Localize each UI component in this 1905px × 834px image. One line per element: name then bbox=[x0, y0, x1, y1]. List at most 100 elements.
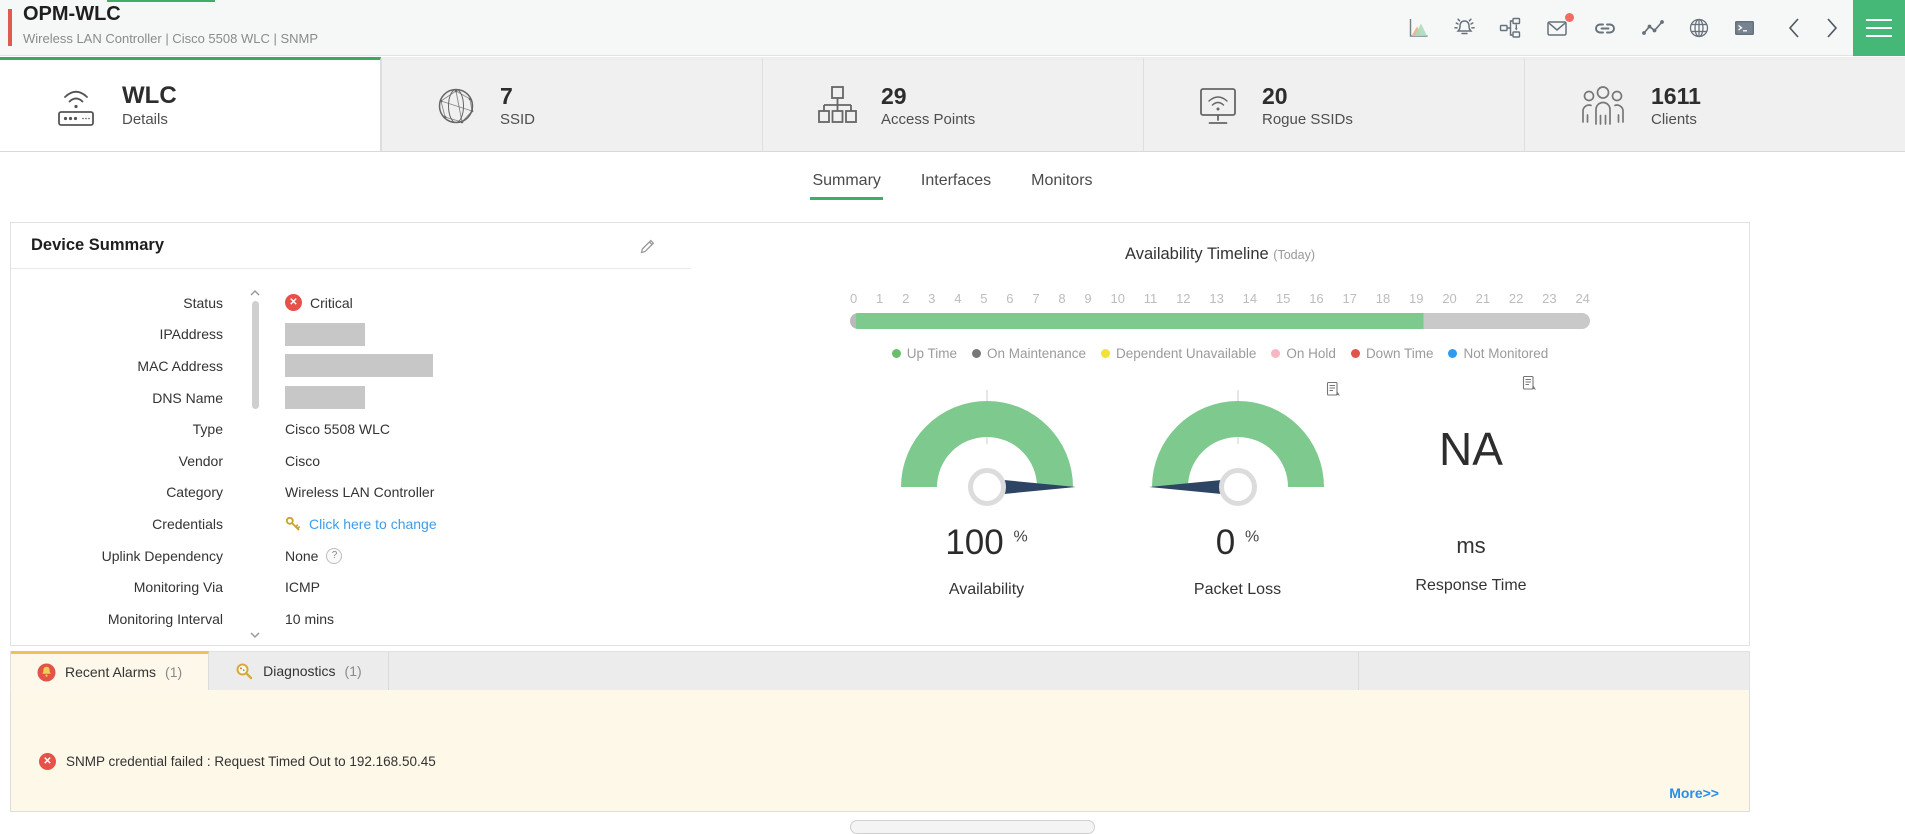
field-row-ipaddress: IPAddress bbox=[11, 319, 691, 351]
chevron-up-icon[interactable] bbox=[249, 289, 261, 297]
tab-label: Clients bbox=[1651, 111, 1697, 129]
tab-rogue-ssids[interactable]: 20 Rogue SSIDs bbox=[1143, 57, 1524, 151]
ipaddress-label: IPAddress bbox=[159, 326, 223, 343]
legend-up-time: Up Time bbox=[891, 346, 957, 361]
dns-name-value bbox=[285, 386, 365, 410]
wlc-router-icon bbox=[50, 83, 102, 129]
tab-count: 20 bbox=[1262, 82, 1288, 109]
device-summary-title: Device Summary bbox=[31, 236, 164, 254]
type-value: Cisco 5508 WLC bbox=[285, 421, 391, 438]
alarms-section: Recent Alarms (1) Diagnostics (1) ✕ SNMP… bbox=[10, 651, 1750, 812]
tab-count: (1) bbox=[344, 663, 362, 679]
critical-status-icon: ✕ bbox=[39, 753, 56, 770]
tab-count: 29 bbox=[881, 82, 907, 109]
tab-label: Diagnostics bbox=[263, 663, 336, 679]
packet-loss-label: Packet Loss bbox=[1193, 581, 1282, 598]
legend-down-time: Down Time bbox=[1350, 346, 1433, 361]
device-title: OPM-WLC bbox=[23, 3, 121, 25]
tab-monitors[interactable]: Monitors bbox=[1031, 171, 1093, 189]
alarm-tabs-bar: Recent Alarms (1) Diagnostics (1) bbox=[10, 651, 1750, 690]
tab-access-points[interactable]: 29 Access Points bbox=[762, 57, 1143, 151]
redacted-value bbox=[285, 322, 365, 346]
field-row-dns-name: DNS Name bbox=[11, 382, 691, 414]
hour-label: 9 bbox=[1084, 291, 1092, 306]
alarm-message: SNMP credential failed : Request Timed O… bbox=[66, 754, 436, 769]
hour-label: 2 bbox=[902, 291, 910, 306]
field-row-monitoring-via: Monitoring Via ICMP bbox=[11, 571, 691, 603]
header-toolbar bbox=[1407, 0, 1841, 56]
area-chart-icon[interactable] bbox=[1407, 17, 1430, 39]
field-row-mac-address: MAC Address bbox=[11, 350, 691, 382]
hour-label: 14 bbox=[1242, 291, 1258, 306]
mail-icon[interactable] bbox=[1545, 13, 1574, 39]
tab-count: 1611 bbox=[1651, 82, 1701, 109]
terminal-icon[interactable] bbox=[1733, 17, 1756, 39]
report-icon[interactable] bbox=[1521, 375, 1537, 391]
device-subtitle: Wireless LAN Controller | Cisco 5508 WLC… bbox=[23, 31, 319, 46]
hour-label: 23 bbox=[1542, 291, 1557, 306]
recent-alarms-panel: ✕ SNMP credential failed : Request Timed… bbox=[10, 690, 1750, 812]
clients-icon bbox=[1575, 83, 1631, 129]
hour-label: 16 bbox=[1309, 291, 1324, 306]
availability-period: (Today) bbox=[1273, 248, 1315, 262]
chevron-down-icon[interactable] bbox=[249, 631, 261, 639]
hour-label: 15 bbox=[1275, 291, 1291, 306]
field-row-credentials: Credentials Click here to change bbox=[11, 508, 691, 540]
diagnostics-magnifier-icon bbox=[235, 662, 254, 681]
legend-dot bbox=[891, 349, 901, 358]
scrollbar-thumb[interactable] bbox=[251, 301, 259, 409]
tab-diagnostics[interactable]: Diagnostics (1) bbox=[209, 652, 389, 690]
tab-ssid[interactable]: 7 SSID bbox=[381, 57, 762, 151]
availability-title: Availability Timeline (Today) bbox=[1125, 245, 1315, 263]
link-icon[interactable] bbox=[1592, 17, 1618, 39]
hour-label: 20 bbox=[1442, 291, 1457, 306]
monitoring-via-value: ICMP bbox=[285, 579, 320, 596]
availability-label: Availability bbox=[948, 581, 1025, 598]
alarm-bell-icon[interactable] bbox=[1453, 17, 1476, 39]
field-row-uplink-dependency: Uplink Dependency None? bbox=[11, 540, 691, 572]
legend-dot bbox=[1350, 349, 1360, 358]
redacted-value bbox=[285, 386, 365, 410]
response-time-label: Response Time bbox=[1415, 577, 1527, 594]
hour-label: 1 bbox=[876, 291, 884, 306]
help-badge-icon[interactable]: ? bbox=[326, 547, 343, 564]
menu-hamburger-button[interactable] bbox=[1853, 0, 1905, 56]
status-value: ✕ Critical bbox=[285, 294, 353, 312]
tab-recent-alarms[interactable]: Recent Alarms (1) bbox=[11, 651, 210, 690]
availability-value: 100 % bbox=[945, 523, 1028, 562]
change-credentials-link[interactable]: Click here to change bbox=[309, 515, 437, 532]
mac-address-value bbox=[285, 354, 433, 378]
tab-sublabel: Details bbox=[122, 111, 168, 129]
monitoring-interval-label: Monitoring Interval bbox=[107, 610, 223, 627]
field-row-vendor: Vendor Cisco bbox=[11, 445, 691, 477]
gauge-dial bbox=[1148, 390, 1324, 506]
device-summary-scrollbar[interactable] bbox=[248, 289, 262, 639]
report-icon[interactable] bbox=[1325, 381, 1341, 397]
performance-line-icon[interactable] bbox=[1641, 17, 1665, 39]
tab-summary[interactable]: Summary bbox=[810, 167, 883, 200]
more-alarms-link[interactable]: More>> bbox=[1669, 785, 1719, 801]
mail-notification-dot bbox=[1565, 13, 1574, 22]
tab-wlc-details[interactable]: WLC Details bbox=[0, 57, 381, 151]
tab-clients[interactable]: 1611 Clients bbox=[1524, 57, 1905, 151]
packet-loss-gauge: 0 % Packet Loss bbox=[1120, 381, 1355, 599]
edit-pencil-icon[interactable] bbox=[639, 237, 657, 255]
timeline-hour-labels: 0 1 2 3 4 5 6 7 8 9 10 11 12 13 14 15 16 17 18 19 20 21 22 23 24 bbox=[850, 291, 1590, 306]
gauges-row: 100 % Availability 0 % Packet Loss bbox=[691, 375, 1749, 599]
hour-label: 11 bbox=[1143, 291, 1158, 306]
chevron-right-icon[interactable] bbox=[1821, 15, 1841, 41]
legend-dot bbox=[1448, 349, 1458, 358]
hour-label: 4 bbox=[954, 291, 962, 306]
tab-interfaces[interactable]: Interfaces bbox=[920, 171, 992, 189]
availability-timeline-bar[interactable] bbox=[850, 313, 1590, 329]
hour-label: 19 bbox=[1409, 291, 1424, 306]
tabs-divider bbox=[1358, 652, 1359, 690]
workflow-icon[interactable] bbox=[1499, 17, 1522, 39]
alarm-row[interactable]: ✕ SNMP credential failed : Request Timed… bbox=[39, 753, 436, 770]
tab-label: SSID bbox=[500, 111, 536, 129]
field-row-category: Category Wireless LAN Controller bbox=[11, 477, 691, 509]
chevron-left-icon[interactable] bbox=[1785, 15, 1805, 41]
globe-icon[interactable] bbox=[1688, 17, 1710, 39]
legend-on-maintenance: On Maintenance bbox=[971, 346, 1086, 361]
